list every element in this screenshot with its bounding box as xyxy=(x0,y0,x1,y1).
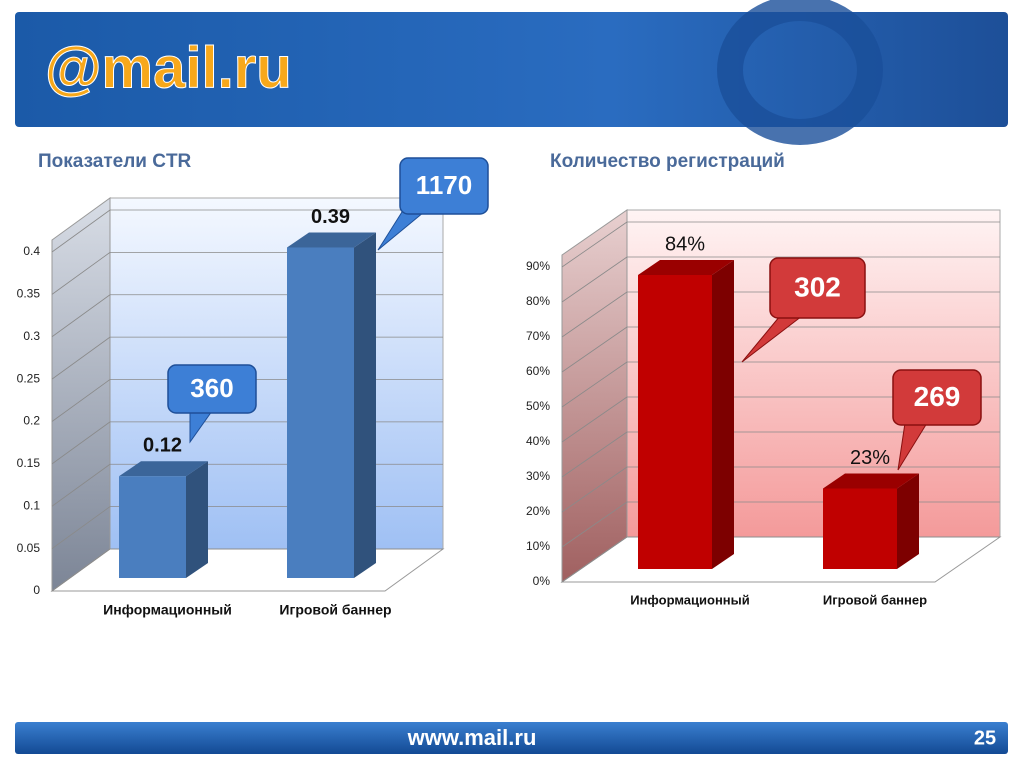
footer-url: www.mail.ru xyxy=(407,725,537,750)
value-label: 84% xyxy=(665,233,705,255)
x-tick-label: Информационный xyxy=(630,592,750,607)
callout xyxy=(167,364,257,414)
header-banner xyxy=(15,12,1008,127)
callout-label: 302 xyxy=(794,271,841,302)
grid-line xyxy=(51,506,111,549)
y-tick-label: 0.15 xyxy=(17,456,41,470)
grid-line xyxy=(51,421,111,465)
grid-line xyxy=(51,294,111,338)
callout-label: 360 xyxy=(190,373,233,403)
grid-line xyxy=(51,252,111,295)
grid-line xyxy=(561,431,628,478)
grid-line xyxy=(51,463,111,507)
y-tick-label: 0.4 xyxy=(23,244,40,258)
bar xyxy=(287,247,354,578)
grid-line xyxy=(51,548,111,592)
bar-top xyxy=(638,260,734,275)
bar-side xyxy=(897,473,919,569)
y-tick-label: 60% xyxy=(526,364,550,378)
grid-line xyxy=(561,256,628,303)
grid-line xyxy=(561,536,628,583)
bar-top xyxy=(823,473,919,489)
callout-label: 269 xyxy=(914,381,961,412)
grid-line xyxy=(561,396,628,443)
chart-title: Количество регистраций xyxy=(550,151,785,172)
y-tick-label: 90% xyxy=(526,259,550,273)
x-tick-label: Игровой баннер xyxy=(279,602,391,618)
x-tick-label: Информационный xyxy=(103,602,232,618)
bar-side xyxy=(354,232,376,578)
grid-line xyxy=(51,336,111,380)
y-tick-label: 80% xyxy=(526,294,550,308)
callout xyxy=(769,257,866,319)
floor xyxy=(50,548,445,592)
grid-line xyxy=(561,291,628,338)
y-tick-label: 30% xyxy=(526,469,550,483)
side-wall xyxy=(561,209,628,583)
chart-title: Показатели CTR xyxy=(38,151,192,172)
grid-line xyxy=(561,361,628,408)
y-tick-label: 50% xyxy=(526,399,550,413)
logo: @mail.ru xyxy=(45,35,292,100)
y-tick-label: 0% xyxy=(533,574,551,588)
y-tick-label: 10% xyxy=(526,539,550,553)
y-tick-label: 70% xyxy=(526,329,550,343)
grid-line xyxy=(561,466,628,513)
grid-line xyxy=(561,326,628,373)
bar xyxy=(823,488,897,569)
value-label: 0.12 xyxy=(143,435,182,457)
callout xyxy=(892,369,982,426)
y-tick-label: 0 xyxy=(33,583,40,597)
y-tick-label: 0.25 xyxy=(17,371,41,385)
bar-top xyxy=(287,232,376,248)
bar xyxy=(119,476,186,578)
grid-line xyxy=(51,209,111,253)
y-tick-label: 0.35 xyxy=(17,287,41,301)
y-tick-label: 0.1 xyxy=(23,498,40,512)
footer-bar xyxy=(15,722,1008,754)
floor xyxy=(560,536,1002,583)
y-tick-label: 0.2 xyxy=(23,414,40,428)
value-label: 0.39 xyxy=(311,206,350,228)
x-tick-label: Игровой баннер xyxy=(823,592,927,607)
callout-label: 1170 xyxy=(416,170,472,200)
y-tick-label: 20% xyxy=(526,504,550,518)
y-tick-label: 0.05 xyxy=(17,541,41,555)
y-tick-label: 0.3 xyxy=(23,329,40,343)
bar xyxy=(638,275,712,569)
bar-side xyxy=(186,461,208,578)
y-tick-label: 40% xyxy=(526,434,550,448)
side-wall xyxy=(51,197,111,592)
logo-ring xyxy=(717,0,883,145)
grid-line xyxy=(561,221,628,268)
page-number: 25 xyxy=(974,727,996,749)
bar-side xyxy=(712,260,734,569)
value-label: 23% xyxy=(850,447,890,469)
grid-line xyxy=(561,501,628,548)
callout xyxy=(399,157,489,215)
bar-top xyxy=(119,461,208,477)
grid-line xyxy=(51,379,111,422)
